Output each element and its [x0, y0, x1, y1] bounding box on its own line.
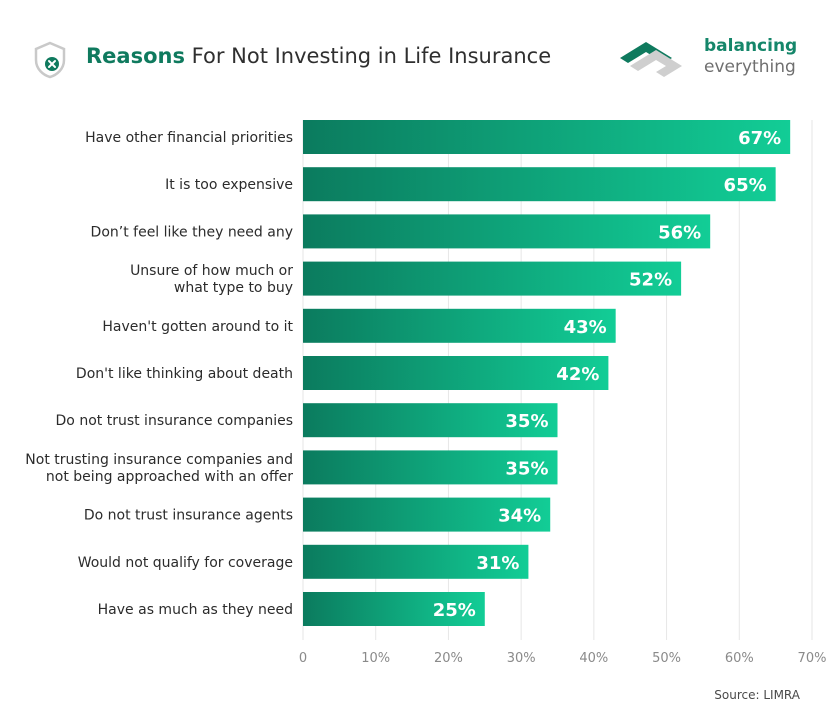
bar-chart: 67% Have other financial priorities 65% It …: [25, 120, 827, 666]
x-tick-label: 20%: [434, 651, 463, 666]
category-label: Unsure of how much or what type to buy: [130, 263, 293, 296]
bar: [303, 261, 682, 296]
x-tick-label: 40%: [579, 651, 608, 666]
category-label: Do not trust insurance companies: [56, 413, 293, 429]
bar-value-label: 56%: [658, 222, 701, 243]
category-label: Do not trust insurance agents: [84, 508, 293, 524]
x-tick-label: 10%: [361, 651, 390, 666]
bar: [303, 308, 616, 343]
page-title: Reasons For Not Investing in Life Insura…: [86, 44, 551, 68]
bar-value-label: 67%: [738, 128, 781, 149]
bar-value-label: 35%: [505, 411, 548, 432]
bar-value-label: 34%: [498, 506, 541, 527]
source-note: Source: LIMRA: [714, 688, 800, 702]
bar-value-label: 52%: [629, 270, 672, 291]
bar: [303, 356, 609, 390]
category-label: Would not qualify for coverage: [78, 555, 293, 571]
category-label: Not trusting insurance companies and not …: [25, 452, 293, 485]
bar-value-label: 31%: [476, 553, 519, 574]
brand-line2: everything: [704, 57, 796, 77]
category-label: It is too expensive: [165, 177, 293, 193]
bar: [303, 450, 558, 485]
bar-value-label: 43%: [564, 317, 607, 338]
bar: [303, 497, 551, 532]
brand-line1: balancing: [704, 36, 798, 56]
category-label: Don’t feel like they need any: [91, 224, 293, 240]
bar-value-label: 35%: [505, 458, 548, 479]
brand-name: balancing everything: [704, 36, 797, 78]
x-tick-label: 0: [299, 651, 307, 666]
bar-value-label: 65%: [724, 175, 767, 196]
bar: [303, 214, 711, 249]
bar-value-label: 42%: [556, 364, 599, 385]
category-label: Have other financial priorities: [85, 130, 293, 146]
x-tick-label: 50%: [652, 651, 681, 666]
bar-value-label: 25%: [433, 600, 476, 621]
category-label: Have as much as they need: [98, 602, 293, 618]
bar: [303, 544, 529, 579]
title-bold: Reasons: [86, 44, 185, 68]
x-tick-label: 30%: [507, 651, 536, 666]
x-tick-label: 60%: [725, 651, 754, 666]
category-label: Don't like thinking about death: [76, 366, 293, 382]
bar: [303, 120, 791, 154]
shield-x-icon: [34, 41, 66, 79]
x-tick-label: 70%: [798, 651, 827, 666]
title-rest: For Not Investing in Life Insurance: [184, 44, 552, 68]
bar: [303, 592, 485, 626]
balancing-everything-logo: [620, 42, 682, 77]
bar: [303, 167, 776, 202]
bar: [303, 403, 558, 438]
category-label: Haven't gotten around to it: [102, 319, 293, 335]
